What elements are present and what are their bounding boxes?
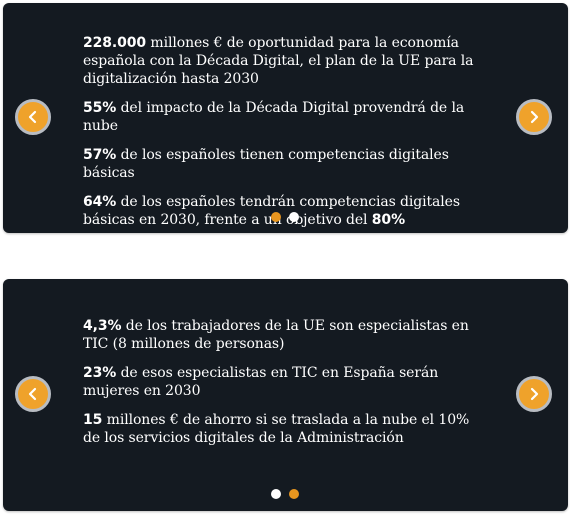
- stat-item: 4,3% de los trabajadores de la UE son es…: [83, 317, 488, 353]
- stat-text: millones € de oportunidad para la econom…: [83, 35, 474, 87]
- carousel-dot-2[interactable]: [289, 489, 299, 499]
- stats-carousel-1: 228.000 millones € de oportunidad para l…: [3, 3, 568, 233]
- stat-value: 64%: [83, 194, 117, 210]
- chevron-right-icon: [530, 110, 539, 124]
- stat-item: 15 millones € de ahorro si se traslada a…: [83, 411, 488, 447]
- carousel-prev-button[interactable]: [15, 376, 51, 412]
- chevron-left-icon: [28, 110, 37, 124]
- stat-item: 64% de los españoles tendrán competencia…: [83, 193, 488, 229]
- stat-text: millones € de ahorro si se traslada a la…: [83, 412, 470, 446]
- carousel-dot-2[interactable]: [289, 212, 299, 222]
- carousel-prev-button[interactable]: [15, 99, 51, 135]
- carousel-dots: [271, 489, 299, 499]
- stats-list: 4,3% de los trabajadores de la UE son es…: [83, 317, 488, 458]
- stat-text: de los españoles tienen competencias dig…: [83, 147, 449, 181]
- stat-target-value: 80%: [371, 212, 405, 228]
- stat-value: 23%: [83, 365, 117, 381]
- stat-text: del impacto de la Década Digital provend…: [83, 100, 465, 134]
- stats-list: 228.000 millones € de oportunidad para l…: [83, 34, 488, 240]
- stat-value: 57%: [83, 147, 117, 163]
- stats-carousel-2: 4,3% de los trabajadores de la UE son es…: [3, 279, 568, 511]
- carousel-dots: [271, 212, 299, 222]
- stat-value: 4,3%: [83, 318, 122, 334]
- stat-item: 228.000 millones € de oportunidad para l…: [83, 34, 488, 88]
- carousel-next-button[interactable]: [516, 99, 552, 135]
- stat-item: 55% del impacto de la Década Digital pro…: [83, 99, 488, 135]
- stat-item: 57% de los españoles tienen competencias…: [83, 146, 488, 182]
- stat-text: de los trabajadores de la UE son especia…: [83, 318, 469, 352]
- stat-text: de esos especialistas en TIC en España s…: [83, 365, 439, 399]
- carousel-dot-1[interactable]: [271, 489, 281, 499]
- stat-value: 228.000: [83, 35, 147, 51]
- carousel-next-button[interactable]: [516, 376, 552, 412]
- stat-item: 23% de esos especialistas en TIC en Espa…: [83, 364, 488, 400]
- chevron-right-icon: [530, 387, 539, 401]
- stat-text: de los españoles tendrán competencias di…: [83, 194, 460, 228]
- chevron-left-icon: [28, 387, 37, 401]
- stat-value: 15: [83, 412, 103, 428]
- carousel-dot-1[interactable]: [271, 212, 281, 222]
- stat-value: 55%: [83, 100, 117, 116]
